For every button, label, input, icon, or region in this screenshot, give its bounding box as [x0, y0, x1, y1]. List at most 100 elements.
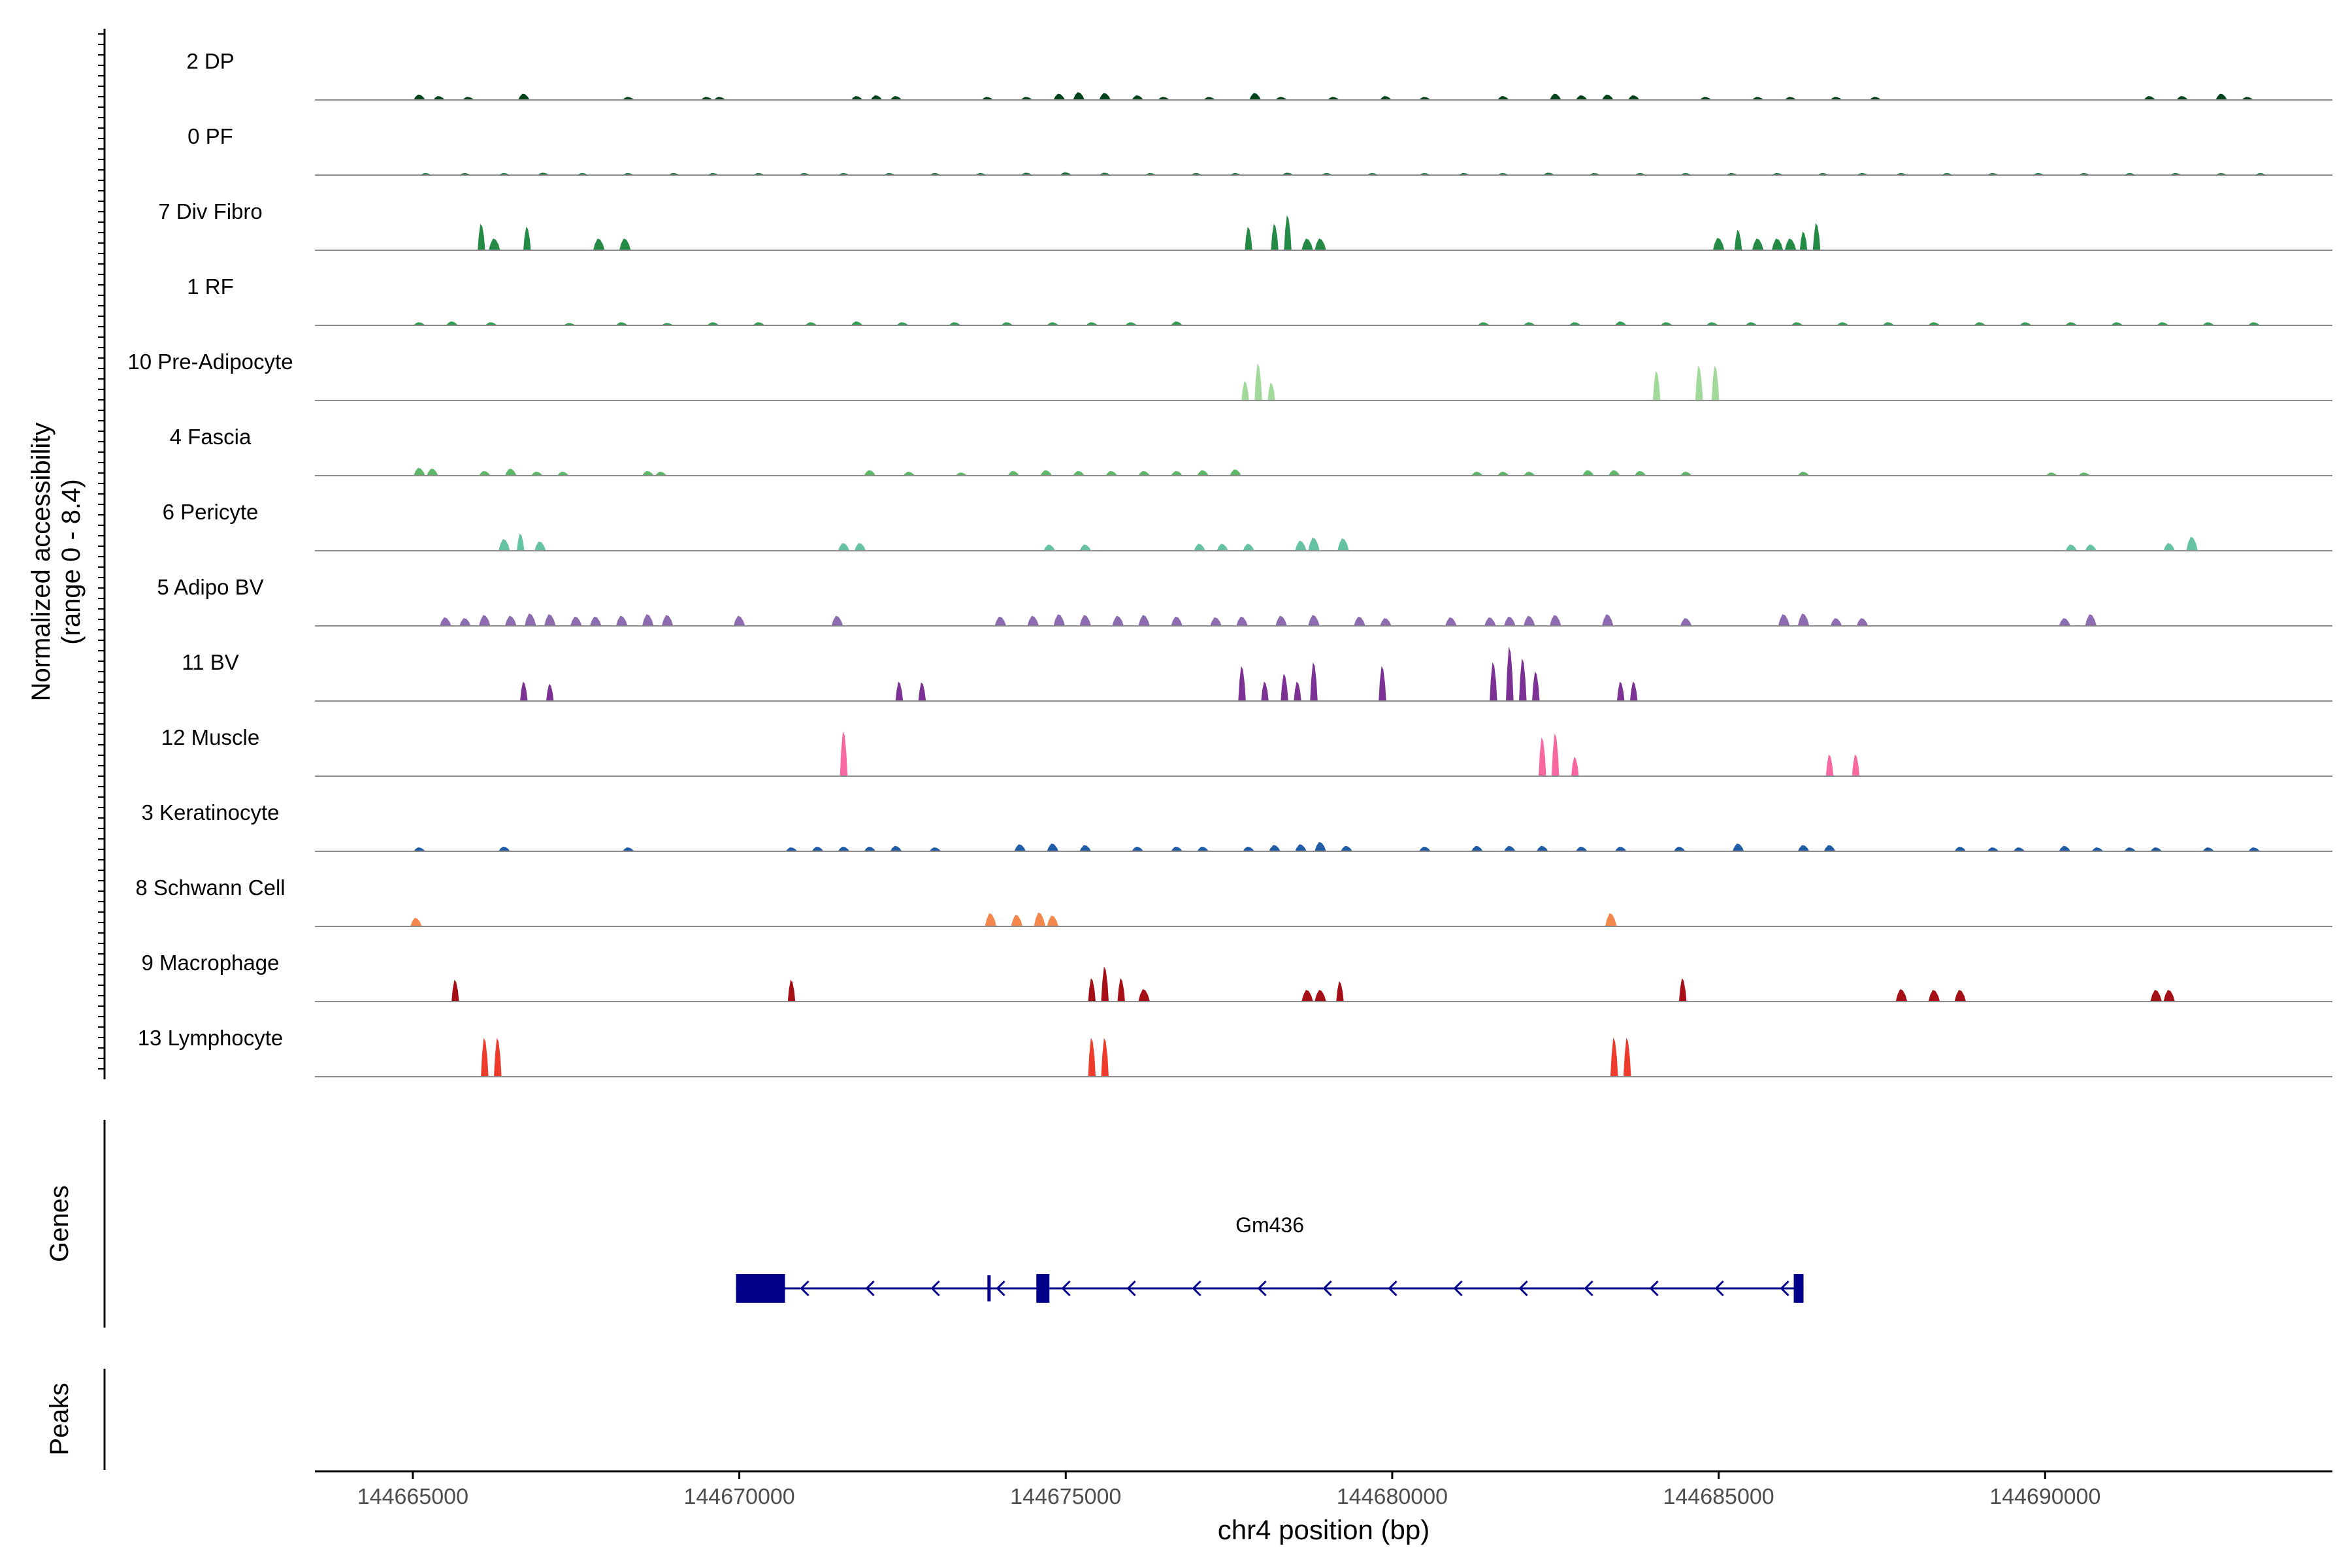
- accessibility-peak: [1797, 845, 1810, 851]
- accessibility-peak: [1315, 841, 1326, 851]
- accessibility-peak: [1882, 322, 1895, 325]
- accessibility-peak: [1524, 472, 1535, 476]
- accessibility-peak: [1660, 322, 1673, 325]
- genomic-x-axis: 144665000 144670000 144675000 144680000 1446…: [315, 1470, 2332, 1509]
- track-label: 10 Pre-Adipocyte: [127, 350, 293, 374]
- accessibility-peak: [1478, 322, 1490, 325]
- track-label: 11 BV: [182, 650, 238, 674]
- accessibility-peak: [713, 97, 726, 100]
- accessibility-peak: [1295, 540, 1307, 551]
- accessibility-peak: [1752, 97, 1764, 100]
- accessibility-peak: [479, 470, 491, 476]
- accessibility-peak: [1197, 470, 1209, 476]
- accessibility-peak: [1040, 470, 1053, 476]
- x-axis-tick-label: 144675000: [1010, 1484, 1121, 1509]
- accessibility-peak: [446, 321, 458, 325]
- track-label: 5 Adipo BV: [157, 575, 263, 599]
- accessibility-peak: [622, 847, 634, 851]
- accessibility-peak: [2202, 322, 2214, 325]
- track-12-muscle: 12 Muscle: [161, 725, 2332, 777]
- strand-arrow: [800, 1280, 809, 1297]
- track-11-bv: 11 BV: [182, 646, 2332, 702]
- accessibility-peak: [593, 238, 605, 250]
- accessibility-peak: [1243, 544, 1254, 551]
- accessibility-peak: [1047, 843, 1059, 851]
- gene-exon: [987, 1275, 991, 1301]
- accessibility-peak: [589, 616, 602, 626]
- accessibility-peak: [2078, 472, 2090, 476]
- accessibility-peak: [1812, 223, 1821, 250]
- accessibility-peak: [570, 616, 582, 626]
- accessibility-peak: [427, 468, 438, 476]
- accessibility-peak: [1797, 613, 1810, 626]
- accessibility-peak: [1869, 97, 1882, 100]
- accessibility-peak: [2242, 97, 2253, 100]
- accessibility-peak: [1706, 322, 1718, 325]
- accessibility-peak: [485, 322, 497, 325]
- accessibility-peak: [1249, 93, 1261, 100]
- accessibility-peak: [1138, 989, 1150, 1002]
- accessibility-peak: [1308, 537, 1320, 551]
- accessibility-peak: [1088, 1037, 1096, 1077]
- accessibility-peak: [753, 322, 765, 325]
- accessibility-peak: [1380, 96, 1392, 100]
- accessibility-peak: [494, 1037, 502, 1077]
- accessibility-peak: [1011, 915, 1023, 926]
- strand-arrow: [1649, 1280, 1659, 1297]
- accessibility-peak: [1614, 846, 1627, 851]
- accessibility-peak: [1825, 754, 1834, 776]
- accessibility-peak: [1241, 381, 1249, 400]
- x-axis-tick-label: 144680000: [1337, 1484, 1448, 1509]
- accessibility-peak: [1623, 1037, 1631, 1077]
- accessibility-peak: [1341, 845, 1352, 851]
- accessibility-peak: [525, 613, 536, 626]
- strand-arrow: [1584, 1280, 1593, 1297]
- accessibility-peak: [1601, 94, 1614, 100]
- accessibility-peak: [1552, 733, 1560, 776]
- accessibility-peak: [1281, 674, 1288, 701]
- accessibility-peak: [433, 96, 445, 100]
- accessibility-peak: [440, 617, 451, 626]
- accessibility-peak: [949, 322, 961, 325]
- track-0-pf: 0 PF: [188, 124, 2332, 176]
- accessibility-peak: [1524, 322, 1535, 325]
- accessibility-peak: [2091, 847, 2103, 851]
- accessibility-peak: [2248, 322, 2260, 325]
- x-axis-tick-label: 144685000: [1663, 1484, 1774, 1509]
- accessibility-peak: [1284, 215, 1292, 250]
- accessibility-peak: [1629, 681, 1638, 701]
- accessibility-peak: [1680, 472, 1692, 476]
- accessibility-peak: [1582, 470, 1594, 476]
- accessibility-peak: [615, 322, 628, 325]
- accessibility-peak: [414, 468, 425, 476]
- accessibility-peak: [811, 846, 824, 851]
- accessibility-peak: [1652, 370, 1661, 400]
- accessibility-peak: [1571, 757, 1579, 776]
- accessibility-peak: [1073, 470, 1085, 476]
- accessibility-peak: [1987, 847, 1999, 851]
- accessibility-peak: [1673, 846, 1686, 851]
- accessibility-peak: [1105, 470, 1117, 476]
- accessibility-peak: [1712, 238, 1725, 250]
- accessibility-peak: [1379, 666, 1386, 701]
- accessibility-peak: [1171, 616, 1183, 626]
- accessibility-peak: [1490, 662, 1497, 701]
- accessibility-peak: [498, 539, 510, 551]
- accessibility-peak: [1267, 382, 1275, 400]
- accessibility-peak: [1337, 538, 1349, 551]
- accessibility-peak: [840, 731, 848, 776]
- track-2-dp: 2 DP: [186, 49, 2332, 101]
- accessibility-peak: [1550, 615, 1561, 626]
- x-axis-tick-label: 144665000: [357, 1484, 468, 1509]
- accessibility-peak: [994, 616, 1007, 626]
- accessibility-peak: [2046, 472, 2058, 476]
- accessibility-peak: [1099, 93, 1111, 100]
- strand-arrow: [1388, 1280, 1397, 1297]
- accessibility-peak: [1823, 845, 1836, 851]
- strand-arrow: [1518, 1280, 1528, 1297]
- accessibility-peak: [1524, 615, 1535, 626]
- genes-panel-label: Genes: [45, 1185, 74, 1262]
- gene-exon: [1793, 1274, 1804, 1303]
- accessibility-peak: [1954, 846, 1967, 851]
- track-5-adipo-bv: 5 Adipo BV: [157, 575, 2332, 627]
